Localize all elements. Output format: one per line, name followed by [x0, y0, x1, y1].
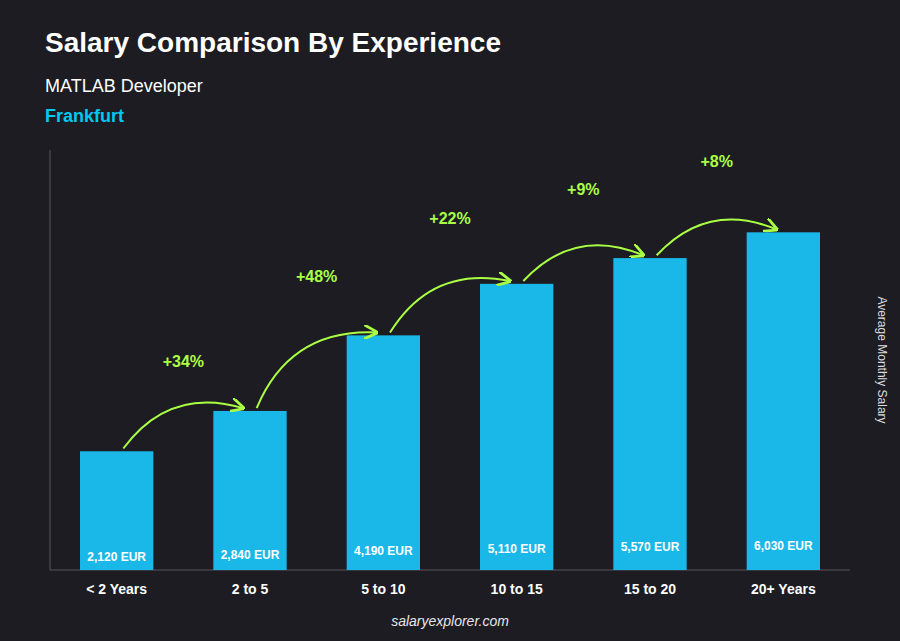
x-tick-label: 5 to 10	[361, 581, 406, 597]
x-tick-label: 10 to 15	[491, 581, 543, 597]
change-arrow	[390, 278, 510, 333]
data-label: 2,120 EUR	[87, 550, 146, 564]
data-label: 4,190 EUR	[354, 544, 413, 558]
data-label: 5,110 EUR	[488, 542, 546, 556]
change-arrow	[123, 402, 243, 448]
data-label: 5,570 EUR	[621, 540, 680, 554]
x-axis-line	[50, 570, 850, 571]
chart: Salary Comparison By Experience MATLAB De…	[0, 0, 900, 641]
bar	[213, 411, 286, 570]
change-label: +8%	[700, 153, 732, 170]
change-label: +22%	[429, 210, 470, 227]
change-arrow	[523, 245, 643, 281]
x-tick-label: 2 to 5	[232, 581, 269, 597]
subtitle: MATLAB Developer	[45, 76, 203, 96]
change-label: +9%	[567, 181, 599, 198]
bar	[347, 335, 420, 570]
data-label: 2,840 EUR	[221, 548, 280, 562]
background	[0, 0, 900, 641]
data-label: 6,030 EUR	[754, 539, 813, 553]
x-tick-label: 20+ Years	[751, 581, 816, 597]
change-label: +48%	[296, 268, 337, 285]
change-arrow	[257, 332, 377, 408]
x-tick-label: < 2 Years	[86, 581, 147, 597]
bars	[80, 232, 820, 570]
y-axis-line	[50, 150, 51, 570]
bar	[747, 232, 820, 570]
bar	[613, 258, 686, 570]
change-arrow	[657, 219, 777, 255]
y-axis-label: Average Monthly Salary	[875, 296, 889, 423]
bar	[80, 451, 153, 570]
watermark: salaryexplorer.com	[391, 613, 509, 629]
title: Salary Comparison By Experience	[45, 27, 501, 58]
change-label: +34%	[163, 353, 204, 370]
bar	[480, 284, 553, 570]
city: Frankfurt	[45, 106, 124, 126]
x-tick-label: 15 to 20	[624, 581, 676, 597]
